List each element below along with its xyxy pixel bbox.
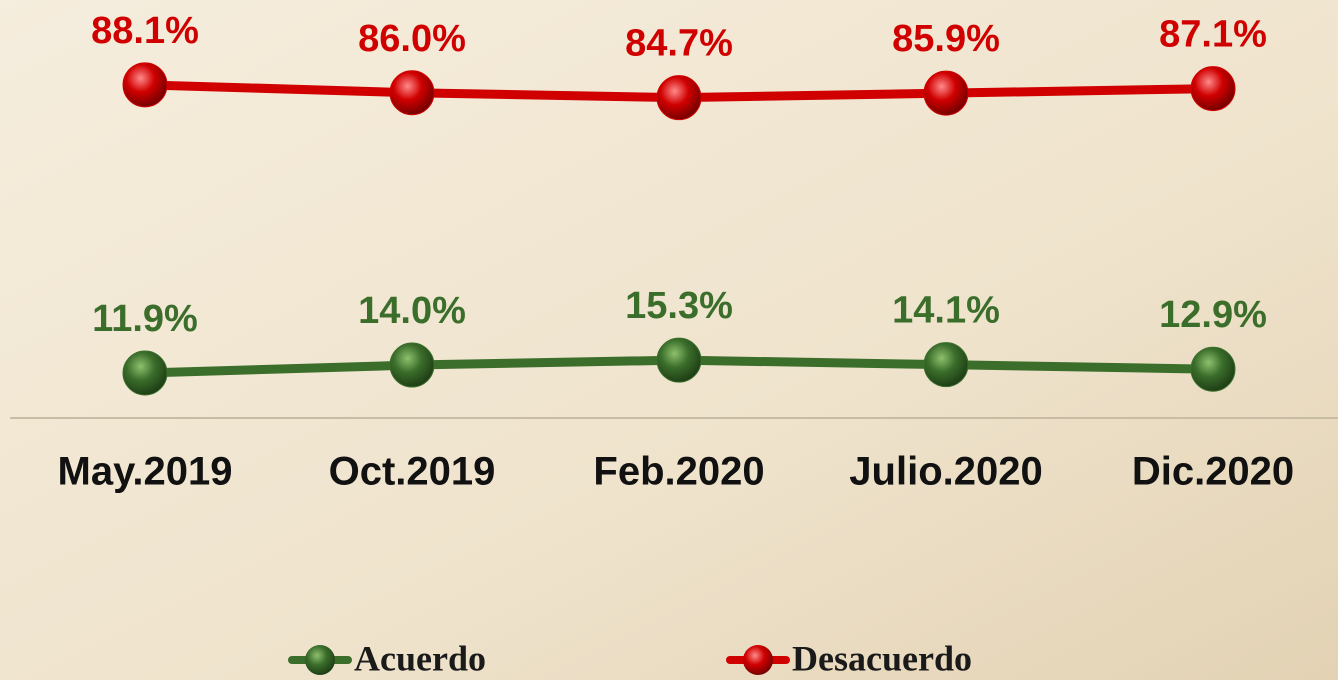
marker (656, 337, 702, 383)
data-label: 88.1% (91, 10, 199, 52)
data-label: 86.0% (358, 18, 466, 60)
marker (923, 70, 969, 116)
data-label: 14.1% (892, 290, 1000, 332)
data-label: 15.3% (625, 285, 733, 327)
x-tick-label: Julio.2020 (849, 450, 1042, 494)
data-label: 87.1% (1159, 14, 1267, 56)
data-label: 84.7% (625, 23, 733, 65)
x-tick-label: Oct.2019 (329, 450, 496, 494)
data-label: 11.9% (92, 298, 198, 340)
x-tick-label: Dic.2020 (1132, 450, 1294, 494)
data-label: 14.0% (358, 290, 466, 332)
marker (1190, 66, 1236, 112)
data-label: 12.9% (1159, 294, 1267, 336)
legend-marker (743, 645, 773, 675)
marker (389, 70, 435, 116)
data-label: 85.9% (892, 18, 1000, 60)
marker (389, 342, 435, 388)
marker (1190, 346, 1236, 392)
marker (923, 342, 969, 388)
legend-label: Desacuerdo (792, 638, 972, 678)
marker (122, 350, 168, 396)
x-tick-label: May.2019 (58, 450, 233, 494)
legend-label: Acuerdo (354, 638, 486, 678)
marker (122, 62, 168, 108)
marker (656, 75, 702, 121)
legend-marker (305, 645, 335, 675)
x-tick-label: Feb.2020 (593, 450, 764, 494)
